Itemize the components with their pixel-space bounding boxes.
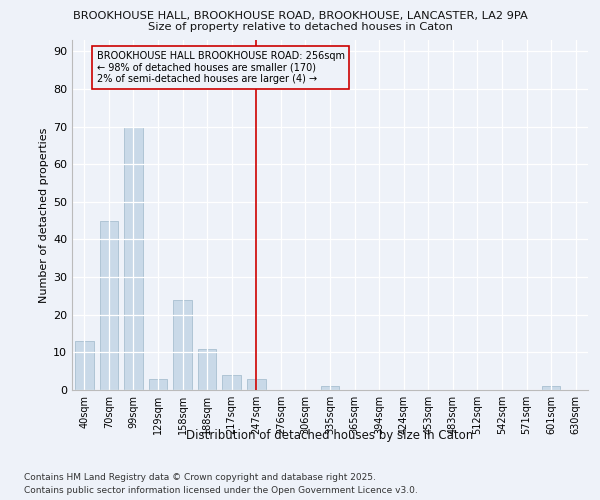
Bar — [75, 341, 94, 390]
Bar — [124, 126, 143, 390]
Bar — [173, 300, 192, 390]
Text: Contains HM Land Registry data © Crown copyright and database right 2025.: Contains HM Land Registry data © Crown c… — [24, 474, 376, 482]
Bar — [247, 378, 265, 390]
Y-axis label: Number of detached properties: Number of detached properties — [39, 128, 49, 302]
Bar — [149, 378, 167, 390]
Bar — [321, 386, 339, 390]
Bar — [100, 220, 118, 390]
Bar — [198, 348, 217, 390]
Bar — [542, 386, 560, 390]
Bar — [223, 375, 241, 390]
Text: BROOKHOUSE HALL, BROOKHOUSE ROAD, BROOKHOUSE, LANCASTER, LA2 9PA: BROOKHOUSE HALL, BROOKHOUSE ROAD, BROOKH… — [73, 12, 527, 22]
Text: Size of property relative to detached houses in Caton: Size of property relative to detached ho… — [148, 22, 452, 32]
Text: Contains public sector information licensed under the Open Government Licence v3: Contains public sector information licen… — [24, 486, 418, 495]
Text: Distribution of detached houses by size in Caton: Distribution of detached houses by size … — [187, 430, 473, 442]
Text: BROOKHOUSE HALL BROOKHOUSE ROAD: 256sqm
← 98% of detached houses are smaller (17: BROOKHOUSE HALL BROOKHOUSE ROAD: 256sqm … — [97, 52, 344, 84]
